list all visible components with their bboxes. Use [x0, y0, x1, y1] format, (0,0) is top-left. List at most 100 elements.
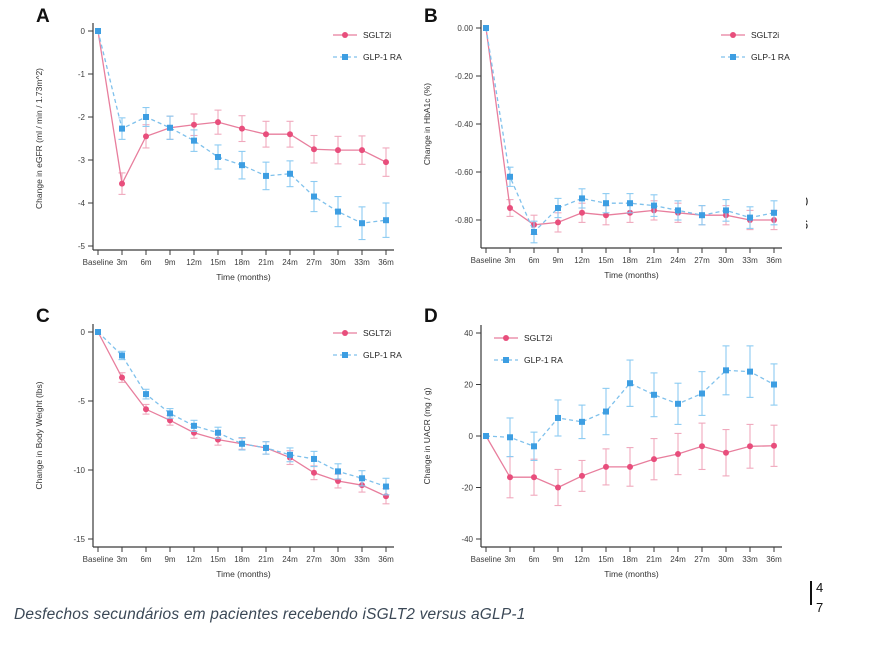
panel-d-uacr-chart: 40 20 0 -20 -40 Baseline 3m 6m 9m 12m 15m 18m 21m 24m… — [416, 308, 816, 598]
svg-text:6m: 6m — [140, 555, 151, 564]
svg-text:GLP-1 RA: GLP-1 RA — [751, 52, 790, 62]
svg-text:9m: 9m — [164, 258, 175, 267]
svg-text:15m: 15m — [210, 258, 226, 267]
hba1c-line-chart: 0.00 -0.20 -0.40 -0.60 -0.80 Baseline 3m 6m 9m 12… — [422, 20, 790, 280]
svg-text:12m: 12m — [574, 256, 590, 265]
svg-text:20: 20 — [464, 381, 473, 390]
svg-text:24m: 24m — [282, 258, 298, 267]
page-number-top: 4 — [816, 580, 824, 595]
panel-c-bodyweight-chart: 0 -5 -10 -15 Baseline 3m 6m 9m 12m 15m 18m 21m 24m 27… — [28, 308, 428, 598]
svg-text:27m: 27m — [694, 256, 710, 265]
svg-text:-40: -40 — [461, 535, 473, 544]
svg-text:Change in eGFR (ml / min / 1.7: Change in eGFR (ml / min / 1.73m^2) — [34, 68, 44, 209]
svg-text:12m: 12m — [574, 555, 590, 564]
svg-text:-4: -4 — [78, 199, 86, 208]
svg-text:-3: -3 — [78, 156, 86, 165]
svg-text:SGLT2i: SGLT2i — [524, 333, 552, 343]
svg-text:27m: 27m — [694, 555, 710, 564]
panel-b-hba1c-chart: 0.00 -0.20 -0.40 -0.60 -0.80 Baseline 3m 6m 9m 12… — [416, 10, 816, 300]
svg-text:Baseline: Baseline — [471, 555, 502, 564]
panel-a-label: A — [36, 6, 50, 27]
svg-text:Change in Body Weight (lbs): Change in Body Weight (lbs) — [34, 381, 44, 489]
svg-text:21m: 21m — [258, 258, 274, 267]
svg-text:9m: 9m — [164, 555, 175, 564]
svg-text:GLP-1 RA: GLP-1 RA — [363, 350, 402, 360]
clipped-digit-top: 0 — [806, 193, 813, 210]
divider-line — [810, 581, 812, 605]
svg-text:Change in HbA1c (%): Change in HbA1c (%) — [422, 83, 432, 165]
svg-text:18m: 18m — [622, 555, 638, 564]
svg-text:0.00: 0.00 — [457, 24, 473, 33]
svg-text:GLP-1 RA: GLP-1 RA — [524, 355, 563, 365]
svg-text:27m: 27m — [306, 258, 322, 267]
svg-text:6m: 6m — [528, 256, 539, 265]
page-number-bottom: 7 — [816, 600, 824, 615]
svg-text:36m: 36m — [766, 256, 782, 265]
svg-text:SGLT2i: SGLT2i — [363, 328, 391, 338]
svg-text:33m: 33m — [354, 258, 370, 267]
egfr-line-chart: 0 -1 -2 -3 -4 -5 Baseline 3m 6m 9m 12m 15m 18m 21m 24m… — [34, 23, 402, 282]
svg-text:33m: 33m — [742, 256, 758, 265]
svg-text:0: 0 — [81, 328, 86, 337]
svg-text:3m: 3m — [504, 256, 515, 265]
svg-text:21m: 21m — [646, 256, 662, 265]
svg-text:-0.60: -0.60 — [455, 168, 474, 177]
svg-text:21m: 21m — [646, 555, 662, 564]
svg-text:33m: 33m — [742, 555, 758, 564]
svg-text:36m: 36m — [766, 555, 782, 564]
svg-text:30m: 30m — [718, 256, 734, 265]
svg-text:Time (months): Time (months) — [604, 569, 659, 579]
bodyweight-line-chart: 0 -5 -10 -15 Baseline 3m 6m 9m 12m 15m 18m 21m 24m 27… — [34, 324, 402, 579]
svg-text:18m: 18m — [234, 555, 250, 564]
svg-text:30m: 30m — [330, 258, 346, 267]
svg-text:SGLT2i: SGLT2i — [363, 30, 391, 40]
svg-text:30m: 30m — [718, 555, 734, 564]
svg-text:-2: -2 — [78, 113, 86, 122]
uacr-line-chart: 40 20 0 -20 -40 Baseline 3m 6m 9m 12m 15m 18m 21m 24m… — [422, 325, 782, 579]
svg-text:33m: 33m — [354, 555, 370, 564]
svg-text:15m: 15m — [598, 256, 614, 265]
svg-text:21m: 21m — [258, 555, 274, 564]
svg-text:Time (months): Time (months) — [216, 272, 271, 282]
svg-text:15m: 15m — [598, 555, 614, 564]
svg-text:24m: 24m — [670, 256, 686, 265]
svg-text:Baseline: Baseline — [83, 555, 114, 564]
svg-text:Baseline: Baseline — [471, 256, 502, 265]
panel-b-label: B — [424, 6, 438, 27]
page-number-mark: 4 7 — [810, 578, 840, 623]
svg-text:40: 40 — [464, 329, 473, 338]
svg-text:30m: 30m — [330, 555, 346, 564]
svg-text:36m: 36m — [378, 258, 394, 267]
svg-text:-20: -20 — [461, 484, 473, 493]
svg-text:9m: 9m — [552, 555, 563, 564]
svg-text:-0.80: -0.80 — [455, 216, 474, 225]
svg-text:3m: 3m — [504, 555, 515, 564]
svg-text:36m: 36m — [378, 555, 394, 564]
svg-text:15m: 15m — [210, 555, 226, 564]
svg-text:24m: 24m — [282, 555, 298, 564]
fragment-digit: 6 — [806, 217, 808, 232]
svg-text:0: 0 — [469, 432, 474, 441]
svg-text:3m: 3m — [116, 555, 127, 564]
svg-text:6m: 6m — [140, 258, 151, 267]
svg-text:Baseline: Baseline — [83, 258, 114, 267]
svg-text:Change in UACR (mg / g): Change in UACR (mg / g) — [422, 387, 432, 484]
svg-text:18m: 18m — [622, 256, 638, 265]
svg-text:-5: -5 — [78, 242, 86, 251]
svg-text:-0.20: -0.20 — [455, 72, 474, 81]
svg-text:3m: 3m — [116, 258, 127, 267]
svg-text:12m: 12m — [186, 258, 202, 267]
fragment-digit: 0 — [806, 194, 808, 209]
svg-text:-10: -10 — [73, 466, 85, 475]
svg-text:-1: -1 — [78, 70, 86, 79]
svg-text:27m: 27m — [306, 555, 322, 564]
svg-text:24m: 24m — [670, 555, 686, 564]
svg-text:Time (months): Time (months) — [216, 569, 271, 579]
svg-text:12m: 12m — [186, 555, 202, 564]
svg-text:18m: 18m — [234, 258, 250, 267]
svg-text:0: 0 — [81, 27, 86, 36]
svg-text:9m: 9m — [552, 256, 563, 265]
svg-text:-5: -5 — [78, 397, 86, 406]
svg-text:-15: -15 — [73, 535, 85, 544]
